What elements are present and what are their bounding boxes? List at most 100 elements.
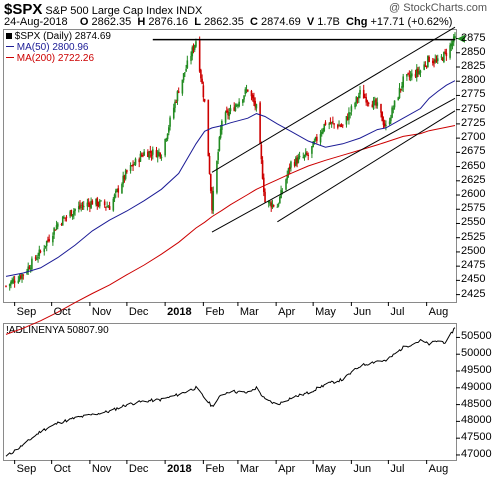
candle-body bbox=[385, 125, 387, 127]
candle-body bbox=[234, 105, 237, 111]
candle-body bbox=[166, 133, 169, 140]
candle-body bbox=[272, 205, 275, 207]
candle-body bbox=[267, 200, 270, 204]
candle-body bbox=[290, 161, 292, 168]
ma200-line bbox=[5, 125, 456, 335]
candle-body bbox=[81, 204, 84, 206]
breadth-y-tick-label: 48500 bbox=[461, 397, 492, 410]
description: S&P 500 Large Cap Index bbox=[45, 5, 174, 17]
candle-body bbox=[359, 89, 361, 95]
candle-body bbox=[372, 100, 375, 109]
candle-body bbox=[406, 74, 408, 77]
candle-body bbox=[427, 55, 429, 67]
price-y-tick-label: 2675 bbox=[461, 145, 486, 158]
candle-body bbox=[235, 104, 238, 107]
candle-body bbox=[181, 79, 184, 94]
breadth-y-tick-label: 50000 bbox=[461, 347, 492, 360]
legend-breadth-label: !ADLINENYA 50807.90 bbox=[6, 325, 109, 336]
candle-body bbox=[105, 206, 107, 208]
candle-body bbox=[113, 194, 116, 199]
candle-body bbox=[211, 190, 213, 211]
candle-body bbox=[158, 151, 160, 153]
candle-body bbox=[106, 206, 108, 208]
candle-body bbox=[354, 102, 356, 108]
candle-body bbox=[286, 174, 289, 180]
legend-price: $SPX (Daily) 2874.69 bbox=[6, 31, 111, 42]
breadth-x-tick-label: Aug bbox=[428, 463, 449, 475]
chart-title: $SPX S&P 500 Large Cap Index INDX bbox=[4, 1, 202, 18]
candle-body bbox=[147, 151, 149, 158]
candle-body bbox=[428, 56, 430, 62]
candle-body bbox=[346, 116, 349, 121]
candle-body bbox=[411, 73, 413, 77]
candle-body bbox=[285, 179, 287, 190]
candle-body bbox=[5, 285, 7, 287]
candle-body bbox=[330, 122, 333, 124]
candle-body bbox=[26, 271, 28, 274]
candle-body bbox=[365, 97, 367, 103]
candle-body bbox=[339, 125, 342, 127]
candle-body bbox=[281, 191, 284, 193]
candle-body bbox=[182, 73, 185, 81]
candle-body bbox=[313, 140, 316, 144]
candle-body bbox=[303, 155, 306, 157]
candle-body bbox=[31, 258, 33, 269]
change-value: +17.71 (+0.62%) bbox=[370, 16, 453, 28]
breadth-x-tick-label: Dec bbox=[128, 463, 149, 475]
candle-body bbox=[186, 60, 189, 68]
channel-line bbox=[277, 110, 456, 223]
candle-body bbox=[424, 65, 427, 67]
candle-body bbox=[277, 204, 280, 206]
candle-body bbox=[71, 214, 74, 217]
candle-body bbox=[296, 158, 298, 164]
candle-body bbox=[382, 120, 385, 125]
candle-body bbox=[259, 102, 261, 145]
candle-body bbox=[45, 240, 48, 247]
candle-body bbox=[208, 155, 211, 174]
low-label: L bbox=[194, 16, 201, 28]
candle-body bbox=[73, 210, 75, 215]
candle-body bbox=[449, 45, 451, 58]
candle-body bbox=[399, 88, 402, 90]
candle-body bbox=[175, 101, 178, 103]
candle-body bbox=[44, 245, 47, 247]
candle-body bbox=[246, 89, 249, 92]
candle-body bbox=[362, 89, 365, 99]
candle-body bbox=[390, 117, 392, 122]
candle-body bbox=[151, 149, 154, 155]
ma50-line bbox=[5, 80, 456, 277]
candle-body bbox=[279, 196, 281, 204]
watermark: @ StockCharts.com bbox=[389, 2, 487, 14]
candle-body bbox=[126, 170, 128, 172]
candle-body bbox=[114, 190, 117, 194]
candle-body bbox=[74, 208, 76, 212]
candle-body bbox=[350, 106, 353, 112]
candle-body bbox=[149, 150, 152, 154]
candle-body bbox=[202, 85, 205, 98]
price-y-tick-label: 2450 bbox=[461, 273, 486, 286]
candle-body bbox=[86, 202, 89, 207]
candle-body bbox=[193, 45, 196, 50]
price-x-tick-label: Aug bbox=[428, 306, 449, 318]
candle-body bbox=[415, 68, 418, 78]
price-x-tick-label: Feb bbox=[205, 306, 225, 318]
candle-body bbox=[107, 206, 110, 208]
legend-ma50-label: MA(50) 2800.96 bbox=[16, 42, 89, 53]
candle-body bbox=[398, 87, 401, 99]
candle-body bbox=[60, 224, 63, 226]
candle-body bbox=[95, 198, 97, 205]
candle-body bbox=[401, 86, 403, 89]
candle-body bbox=[103, 201, 106, 206]
breadth-x-tick-label: Apr bbox=[278, 463, 296, 475]
breadth-x-tick-label: 2018 bbox=[167, 463, 192, 475]
candle-body bbox=[131, 165, 133, 167]
candle-body bbox=[129, 165, 132, 171]
candle-body bbox=[366, 100, 369, 102]
candle-body bbox=[287, 168, 290, 175]
candle-body bbox=[87, 202, 90, 204]
candle-body bbox=[270, 202, 273, 208]
candle-body bbox=[212, 191, 215, 211]
candle-body bbox=[392, 108, 395, 110]
candle-body bbox=[61, 216, 64, 226]
price-y-tick-label: 2750 bbox=[461, 102, 486, 115]
